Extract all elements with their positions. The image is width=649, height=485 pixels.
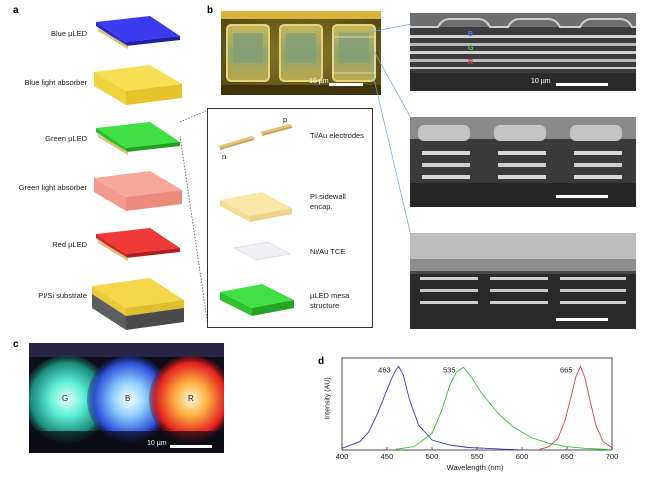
uled-mesa-structure (220, 284, 294, 316)
substrate-layer (92, 278, 184, 330)
y-axis-label: Intensity (AU) (324, 377, 332, 420)
x-tick-label-600: 600 (516, 452, 529, 461)
ni-au-tce (233, 241, 291, 261)
layer-label-blue-absorber: Blue light absorber (24, 78, 87, 87)
x-tick-label-700: 700 (606, 452, 618, 461)
el-letter-g: G (62, 394, 69, 403)
panel-c-label: c (13, 339, 19, 350)
component-label-electrodes: Ti/Au electrodes (310, 131, 364, 140)
sem-guide-lines (370, 23, 413, 241)
electrode-p-label: p (283, 115, 288, 124)
x-tick-label-500: 500 (426, 452, 439, 461)
sem-image-middle (410, 117, 636, 207)
el-letter-b: B (125, 394, 131, 403)
x-tick-label-400: 400 (336, 452, 349, 461)
sem-letter-r: R (468, 59, 474, 66)
x-tick-label-650: 650 (561, 452, 574, 461)
peak-label-2: 665 (560, 365, 573, 374)
optical-scale-bar (329, 83, 363, 86)
sem-image-bottom (410, 233, 636, 329)
el-scale-bar (170, 445, 212, 448)
red-uled-layer (96, 228, 180, 261)
green-uled-layer (96, 122, 180, 155)
layer-label-green-absorber: Green light absorber (18, 183, 87, 192)
x-tick-label-550: 550 (471, 452, 484, 461)
blue-uled-layer (96, 16, 180, 49)
el-letter-r: R (188, 394, 194, 403)
electroluminescence-photo (29, 343, 224, 453)
el-scale-label: 10 µm (147, 440, 167, 447)
electrode-n-label: n (222, 152, 227, 161)
pi-sidewall-encap (220, 192, 292, 222)
layer-stack-illustration (92, 16, 184, 330)
uled-components-illustration (218, 124, 294, 316)
sem-scale-label: 10 µm (531, 78, 551, 85)
spectrum-line-blue (341, 365, 523, 451)
component-label-mesa: µLED mesa structure (310, 291, 350, 310)
sem-scale-bar-1 (556, 83, 608, 86)
sem-letter-b: B (468, 31, 474, 38)
panel-d-label: d (318, 356, 325, 367)
layer-label-substrate: PI/Si substrate (38, 291, 87, 300)
peak-label-1: 535 (443, 365, 456, 374)
layer-label-green-uled: Green µLED (45, 134, 87, 143)
spectrum-line-green (395, 366, 613, 451)
green-absorber-layer (94, 171, 182, 211)
sem-scale-bar-3 (556, 318, 608, 321)
x-axis-label: Wavelength (nm) (446, 463, 504, 472)
emission-spectrum-chart: 463 535 665 400 450 500 550 600 650 700 (336, 357, 618, 461)
x-tick-label-450: 450 (381, 452, 394, 461)
peak-label-0: 463 (378, 365, 391, 374)
panel-b-label: b (207, 5, 214, 16)
ti-au-electrodes (218, 124, 292, 150)
sem-image-full-stack (410, 13, 636, 91)
panel-a-label: a (13, 5, 19, 16)
layer-label-blue-uled: Blue µLED (50, 29, 87, 38)
layer-label-red-uled: Red µLED (52, 240, 87, 249)
blue-absorber-layer (94, 65, 182, 105)
zoom-guide-lines (180, 110, 209, 327)
component-label-tce: Ni/Au TCE (310, 247, 346, 256)
sem-scale-bar-2 (556, 195, 608, 198)
sem-letter-g: G (468, 45, 474, 52)
optical-micrograph (221, 11, 381, 95)
spectrum-line-red (539, 365, 613, 450)
component-label-sidewall: PI sidewall encap. (310, 192, 346, 211)
optical-scale-label: 10 µm (309, 78, 329, 85)
